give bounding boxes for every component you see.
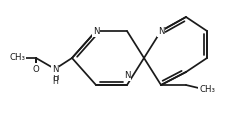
- Text: H: H: [52, 73, 58, 82]
- Text: N: N: [158, 26, 164, 35]
- Text: O: O: [33, 64, 39, 73]
- Text: N: N: [93, 26, 99, 35]
- Text: H: H: [52, 77, 58, 86]
- Text: N: N: [124, 71, 130, 79]
- Text: CH₃: CH₃: [9, 53, 25, 62]
- Text: CH₃: CH₃: [199, 86, 215, 95]
- Text: O: O: [33, 64, 39, 73]
- Text: N: N: [52, 64, 58, 73]
